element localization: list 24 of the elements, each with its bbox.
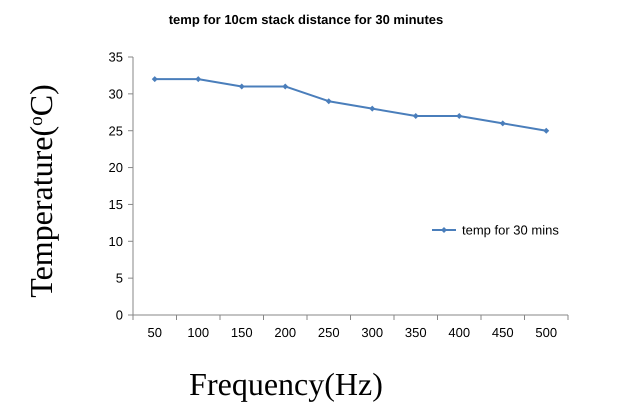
x-tick-label: 500 [535, 325, 558, 340]
y-tick-label: 15 [108, 196, 123, 212]
chart-title: temp for 10cm stack distance for 30 minutes [168, 12, 444, 27]
x-tick-label: 250 [318, 325, 340, 340]
x-tick-label: 400 [448, 325, 470, 340]
x-tick-label: 200 [274, 325, 296, 340]
y-tick-label: 5 [116, 270, 123, 286]
point [369, 106, 376, 112]
x-axis-title: Frequency(Hz) [189, 366, 383, 402]
y-tick-label: 25 [108, 123, 123, 138]
y-tick-label: 20 [108, 160, 123, 176]
y-tick-label: 35 [108, 50, 123, 65]
x-tick-label: 150 [230, 325, 253, 340]
x-tick-label: 50 [148, 325, 162, 340]
y-tick-label: 10 [108, 234, 123, 249]
y-tick-label: 0 [116, 308, 123, 323]
legend-label: temp for 30 mins [462, 222, 560, 238]
x-tick-label: 300 [361, 325, 384, 340]
point [543, 128, 550, 134]
point [326, 98, 332, 104]
x-tick-label: 350 [404, 325, 427, 340]
y-tick-label: 30 [108, 86, 123, 102]
x-tick-label: 450 [492, 325, 514, 340]
x-tick-label: 100 [187, 325, 210, 340]
